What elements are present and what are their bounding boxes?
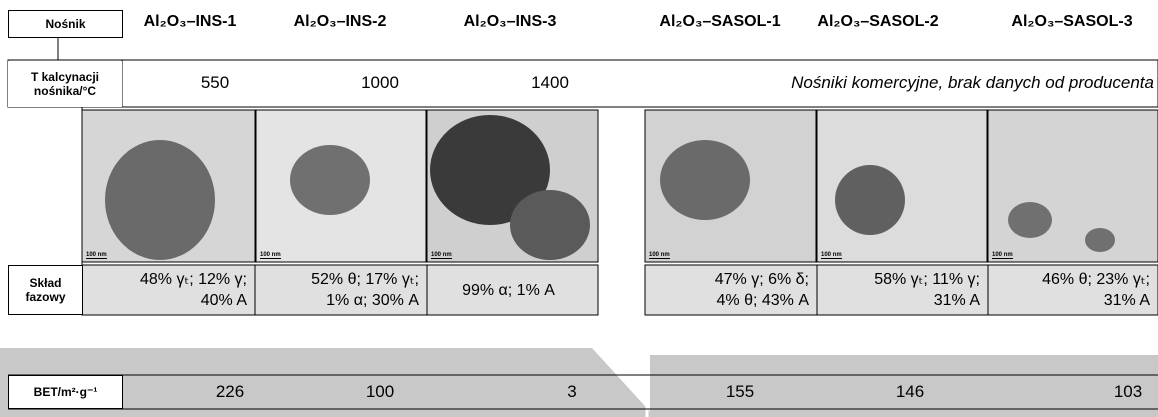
- bet-value: 146: [896, 382, 924, 402]
- column-header: Al₂O₃–INS-1: [144, 13, 237, 31]
- bet-value: 100: [366, 382, 394, 402]
- phase-cell: 52% θ; 17% γₜ;1% α; 30% A: [255, 266, 427, 314]
- row-label: Nośnik: [8, 10, 123, 38]
- column-header: Al₂O₃–INS-3: [464, 13, 557, 31]
- bet-value: 103: [1114, 382, 1142, 402]
- bet-value: 226: [216, 382, 244, 402]
- phase-cell: 48% γₜ; 12% γ;40% A: [82, 266, 255, 314]
- temperature: 1000: [361, 73, 399, 93]
- phase-line: 47% γ; 6% δ;: [645, 269, 809, 290]
- label: fazowy: [25, 290, 65, 304]
- label: Skład: [29, 276, 61, 290]
- note: Nośniki komercyjne, brak danych od produ…: [791, 73, 1154, 93]
- label: nośnika/°C: [34, 84, 96, 98]
- row-label: BET/m²·g⁻¹: [8, 375, 123, 409]
- scale-bar: 100 nm: [992, 252, 1013, 259]
- column-header: Al₂O₃–SASOL-3: [1011, 13, 1132, 31]
- scale-bar: 100 nm: [821, 252, 842, 259]
- bet-value: 3: [567, 382, 576, 402]
- phase-line: 31% A: [817, 290, 980, 311]
- phase-line: 31% A: [988, 290, 1150, 311]
- column-header: Al₂O₃–SASOL-1: [659, 13, 780, 31]
- phase-cell: 47% γ; 6% δ;4% θ; 43% A: [645, 266, 817, 314]
- phase-line: 1% α; 30% A: [255, 290, 419, 311]
- phase-line: 40% A: [82, 290, 247, 311]
- phase-cell: 58% γₜ; 11% γ;31% A: [817, 266, 988, 314]
- scale-bar: 100 nm: [260, 252, 281, 259]
- label: BET/m²·g⁻¹: [34, 385, 98, 399]
- scale-bar: 100 nm: [431, 252, 452, 259]
- bet-value: 155: [726, 382, 754, 402]
- phase-line: 48% γₜ; 12% γ;: [82, 269, 247, 290]
- phase-line: 99% α; 1% A: [462, 280, 555, 301]
- label: Nośnik: [45, 17, 85, 31]
- layout: [0, 0, 1158, 417]
- phase-line: 4% θ; 43% A: [645, 290, 809, 311]
- scale-bar: 100 nm: [86, 252, 107, 259]
- phase-line: 46% θ; 23% γₜ;: [988, 269, 1150, 290]
- phase-cell: 46% θ; 23% γₜ;31% A: [988, 266, 1158, 314]
- phase-line: 58% γₜ; 11% γ;: [817, 269, 980, 290]
- column-header: Al₂O₃–SASOL-2: [817, 13, 938, 31]
- scale-bar: 100 nm: [649, 252, 670, 259]
- phase-cell: 99% α; 1% A: [427, 266, 598, 314]
- page: Nośnik T kalcynacjinośnika/°C Nośniki ko…: [0, 0, 1158, 417]
- phase-line: 52% θ; 17% γₜ;: [255, 269, 419, 290]
- temperature: 1400: [531, 73, 569, 93]
- temperature: 550: [201, 73, 229, 93]
- column-header: Al₂O₃–INS-2: [294, 13, 387, 31]
- label: T kalcynacji: [31, 70, 99, 84]
